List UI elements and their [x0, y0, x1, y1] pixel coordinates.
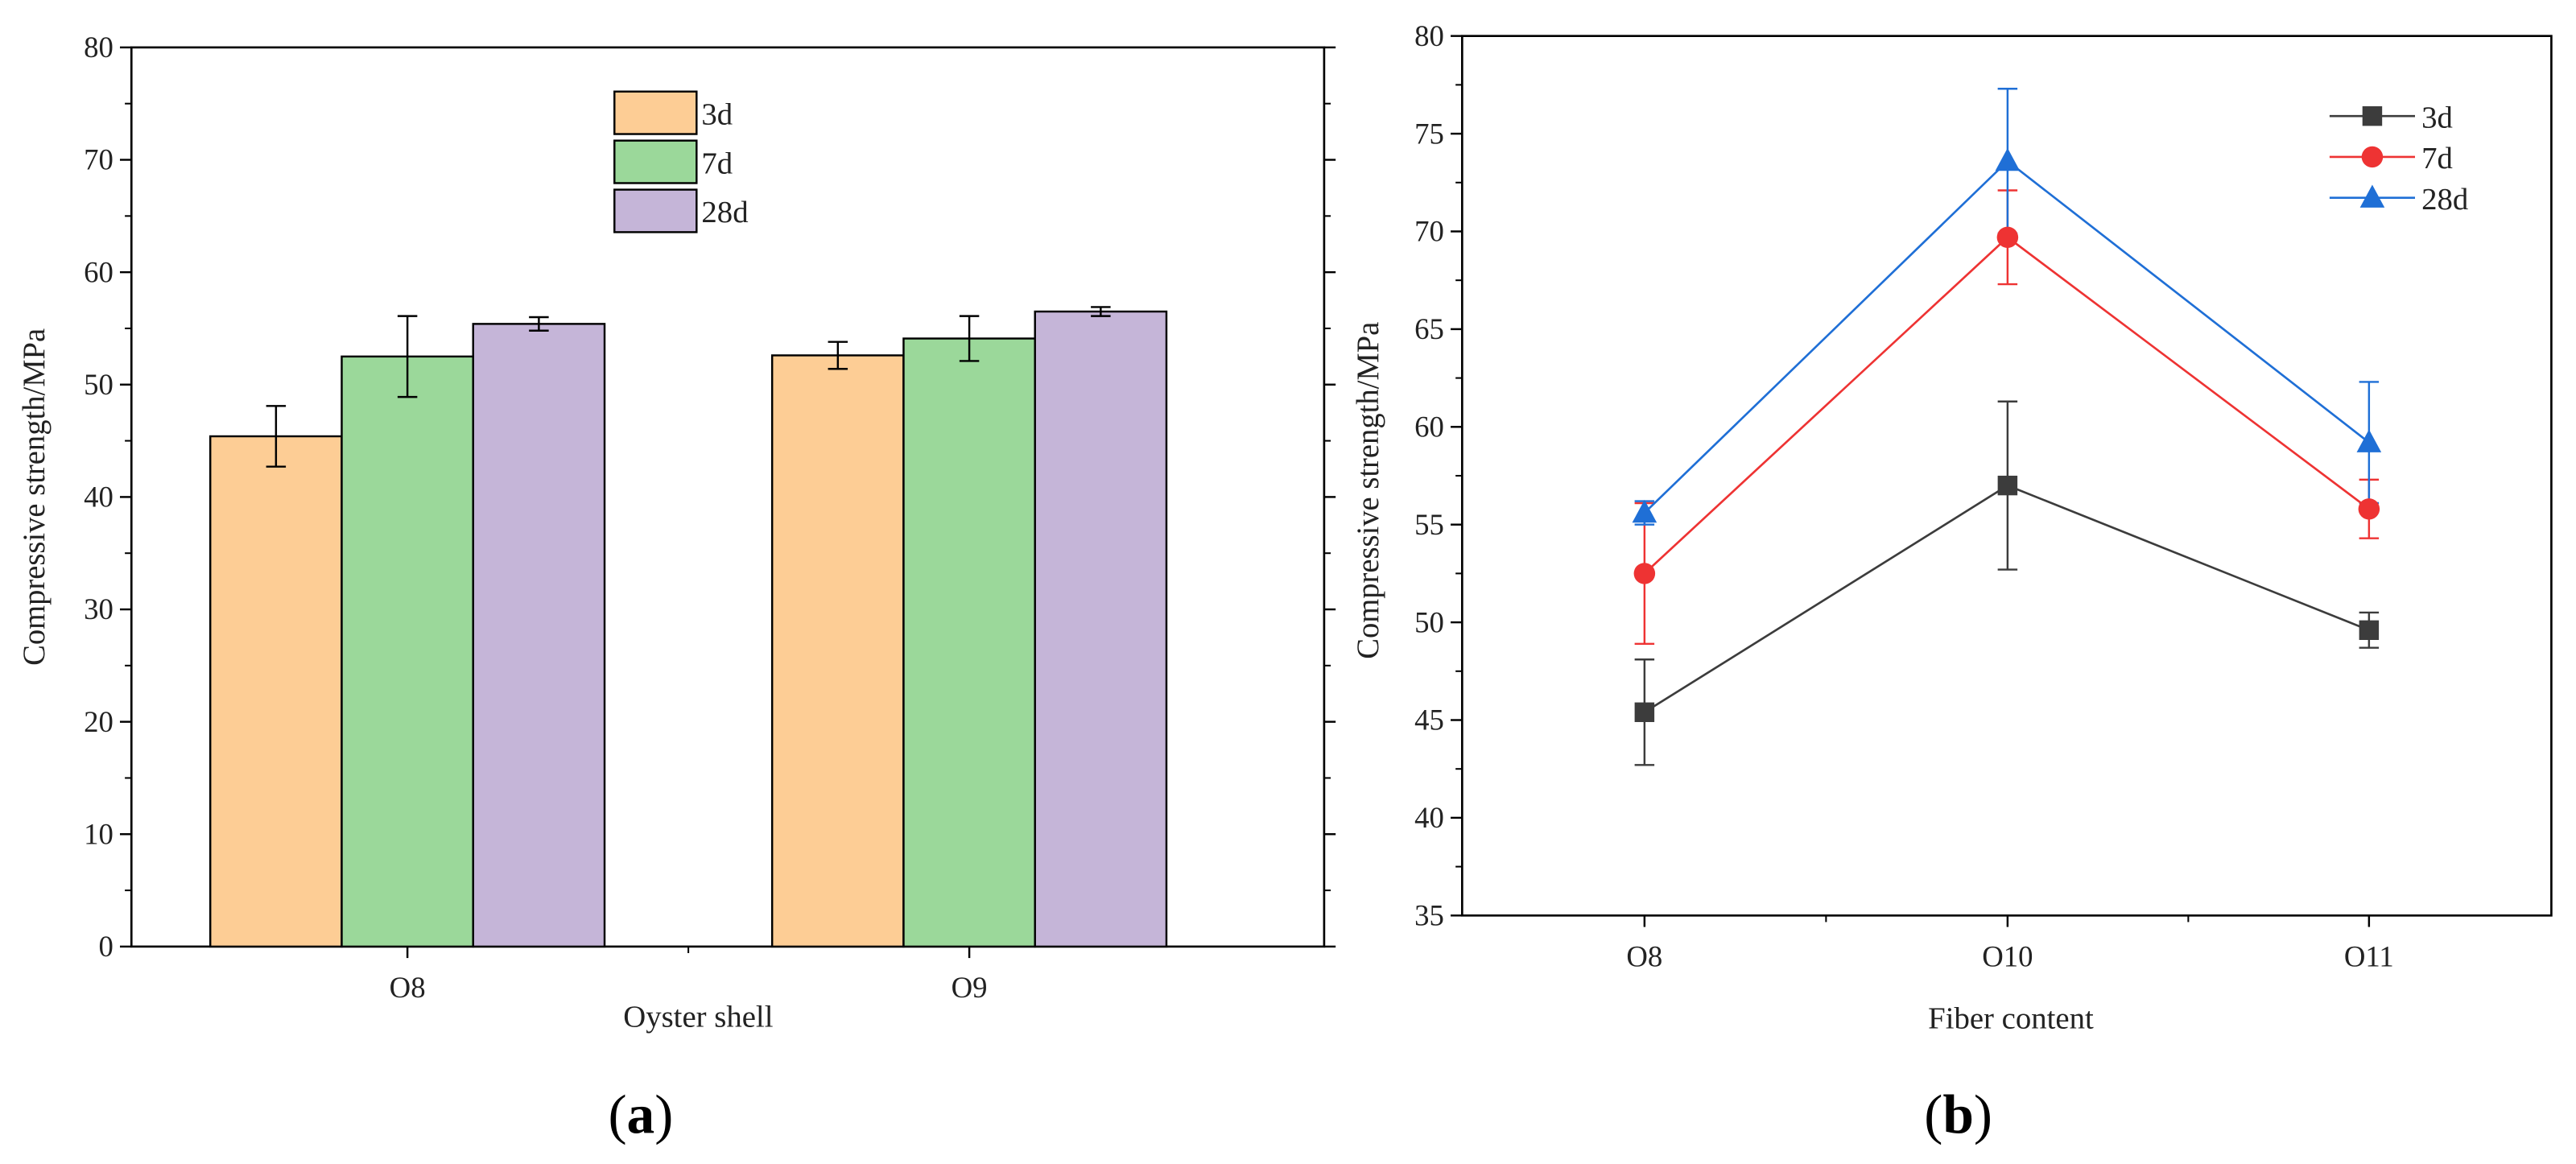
panel-a-y-axis-title: Compressive strength/MPa [18, 328, 52, 666]
panel-a-error-bars [266, 306, 1111, 468]
panel-b-point-7d-O10 [1996, 226, 2019, 248]
panel-b-y-axis: 35 40 45 50 55 60 65 70 75 80 [1414, 19, 1463, 932]
panel-a-bars [209, 310, 1168, 948]
panel-b-caption-letter: b [1942, 1084, 1974, 1145]
panel-a-legend-label-3d: 3d [701, 97, 733, 131]
panel-a-bar-28d-O9 [1034, 310, 1168, 948]
panel-a-legend-label-7d: 7d [701, 147, 733, 180]
panel-b-x-axis-title: Fiber content [1928, 1002, 2094, 1036]
panel-a-x-tick-label: O9 [952, 971, 988, 1004]
panel-a-legend: 3d 7d 28d [613, 90, 749, 233]
panel-b-point-28d-O8 [1632, 499, 1657, 523]
panel-b-line-chart: 35 40 45 50 55 60 65 70 75 80 O8 O10 O11 3d 7d 28d Fi… [1352, 19, 2553, 1145]
panel-b-legend-marker-3d [2362, 106, 2383, 126]
panel-a-x-axis-title: Oyster shell [623, 1000, 773, 1034]
panel-a-y-tick-label: 30 [84, 592, 114, 625]
panel-b-legend-marker-28d [2359, 184, 2385, 208]
panel-a-caption: (a) [608, 1084, 673, 1145]
panel-a-y-tick-label: 10 [84, 818, 114, 851]
panel-a-y-tick-label: 40 [84, 481, 114, 514]
panel-b-legend-marker-7d [2361, 146, 2384, 168]
panel-b-y-tick-label: 80 [1414, 19, 1444, 52]
panel-b-error-bars [1634, 88, 2380, 766]
panel-a-bar-chart: 0 10 20 30 40 50 60 70 80 O8 O9 3d 7d 28d Oyster sh… [18, 31, 1336, 1145]
panel-a-legend-swatch-3d [613, 90, 698, 135]
panel-b-legend-label-28d: 28d [2421, 183, 2468, 217]
panel-a-legend-label-28d: 28d [701, 196, 748, 229]
panel-b-legend-label-3d: 3d [2421, 101, 2453, 134]
panel-a-bar-7d-O8 [341, 355, 474, 948]
panel-a-y-tick-label: 50 [84, 368, 114, 401]
panel-b-point-7d-O11 [2358, 498, 2380, 520]
panel-b-x-tick-label: O8 [1626, 939, 1662, 972]
panel-b-y-tick-label: 75 [1414, 117, 1444, 150]
panel-a-legend-swatch-28d [613, 188, 698, 233]
panel-a-y-tick-label: 60 [84, 255, 114, 288]
panel-b-y-tick-label: 60 [1414, 411, 1444, 444]
panel-a-bar-3d-O8 [209, 435, 343, 948]
panel-a-y-tick-label: 80 [84, 31, 114, 64]
panel-a-bar-3d-O9 [770, 354, 905, 948]
panel-b-point-3d-O8 [1634, 702, 1655, 722]
panel-a-x-axis: O8 O9 [390, 946, 988, 1004]
panel-a-bar-7d-O9 [902, 337, 1036, 948]
panel-b-y-axis-title: Compressive strength/MPa [1352, 322, 1385, 659]
panel-b-y-tick-label: 65 [1414, 312, 1444, 345]
panel-a-caption-letter: a [627, 1084, 655, 1145]
panel-a-y-axis: 0 10 20 30 40 50 60 70 80 [84, 31, 1336, 963]
panel-a-legend-swatch-7d [613, 139, 698, 184]
panel-a-x-tick-label: O8 [390, 971, 426, 1004]
panel-b-y-tick-label: 55 [1414, 508, 1444, 541]
panel-b-point-3d-O10 [1997, 475, 2018, 496]
panel-b-point-28d-O11 [2356, 429, 2382, 452]
panel-b-y-tick-label: 35 [1414, 899, 1444, 932]
panel-b-x-tick-label: O11 [2344, 939, 2394, 972]
panel-b-point-7d-O8 [1633, 563, 1656, 584]
panel-b-y-tick-label: 50 [1414, 605, 1444, 638]
panel-b-y-tick-label: 45 [1414, 704, 1444, 737]
panel-b-point-28d-O10 [1995, 147, 2021, 171]
panel-b-y-tick-label: 70 [1414, 215, 1444, 248]
panel-b-x-tick-label: O10 [1982, 939, 2033, 972]
panel-b-markers [1632, 147, 2382, 722]
panel-a-y-tick-label: 20 [84, 705, 114, 738]
panel-a-y-tick-label: 70 [84, 143, 114, 176]
panel-b-legend: 3d 7d 28d [2329, 101, 2468, 217]
panel-b-y-tick-label: 40 [1414, 801, 1444, 834]
panel-a-y-tick-label: 0 [98, 930, 113, 963]
panel-b-legend-label-7d: 7d [2421, 142, 2453, 175]
panel-b-caption: (b) [1924, 1084, 1992, 1145]
panel-a-bar-28d-O8 [472, 323, 606, 948]
panel-b-point-3d-O11 [2359, 620, 2380, 640]
panel-b-x-axis: O8 O10 O11 [1626, 915, 2394, 972]
